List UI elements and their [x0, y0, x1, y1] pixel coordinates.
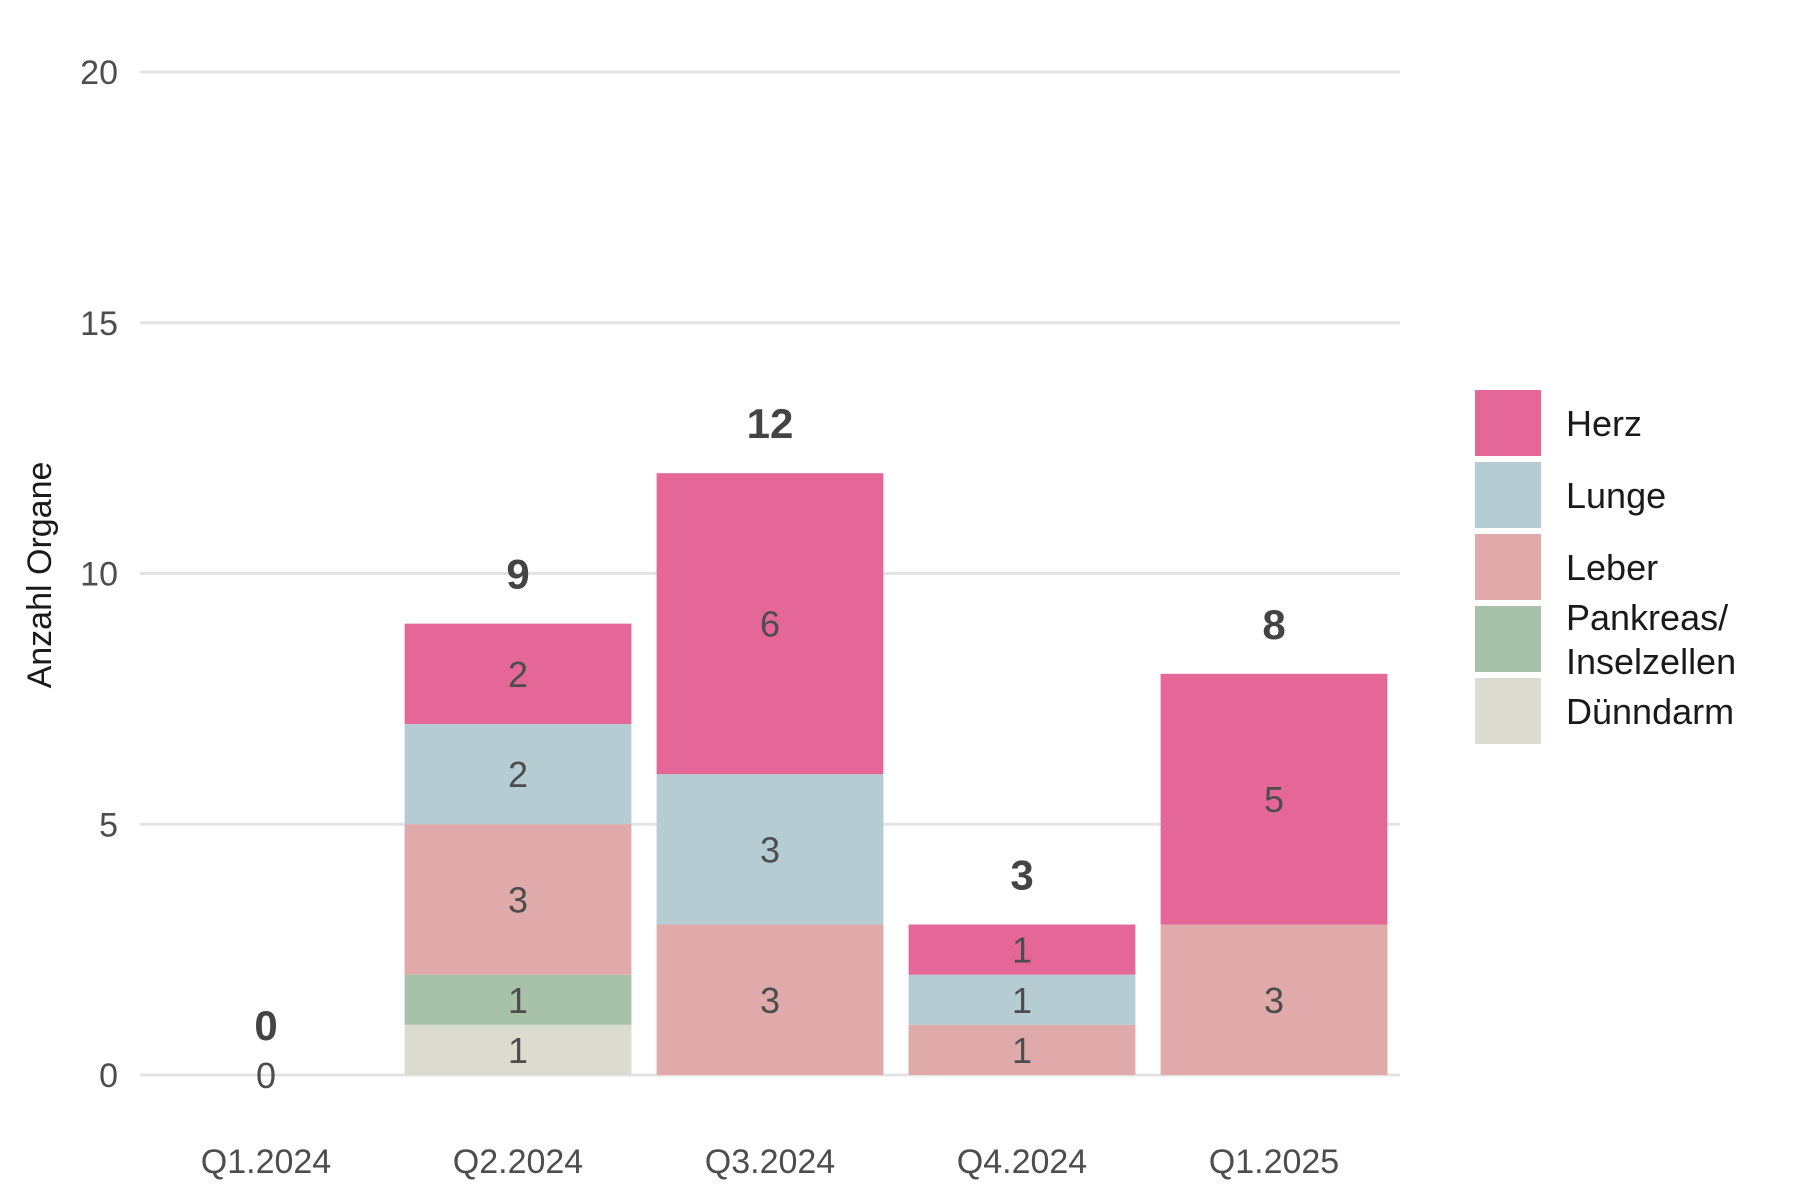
y-tick-label: 20: [80, 54, 118, 92]
y-tick-label: 0: [99, 1057, 118, 1095]
bar-segment-leber: [404, 824, 632, 975]
segment-value-label: 3: [760, 829, 780, 870]
bar-segment-lunge: [404, 723, 632, 825]
legend-label: Herz: [1566, 403, 1642, 444]
bar-total-label: 3: [1010, 852, 1033, 899]
legend-item: Leber: [1475, 534, 1658, 600]
legend-item: Pankreas/Inselzellen: [1475, 597, 1736, 682]
legend-item: Herz: [1475, 390, 1642, 456]
y-tick-label: 15: [80, 305, 118, 343]
segment-value-label: 1: [508, 1030, 528, 1071]
bar-segment-herz: [1160, 673, 1388, 925]
x-tick-label: Q1.2025: [1209, 1143, 1339, 1181]
bar-segment-pankreas-inselzellen: [404, 974, 632, 1025]
y-axis-title: Anzahl Organe: [21, 462, 59, 689]
segment-value-label: 1: [508, 980, 528, 1021]
bar-segment-lunge: [656, 774, 884, 925]
x-tick-label: Q4.2024: [957, 1143, 1087, 1181]
y-tick-label: 5: [99, 806, 118, 844]
legend-label: Pankreas/Inselzellen: [1566, 597, 1736, 682]
bars: [404, 473, 1388, 1075]
y-axis-ticks: 0 5 10 15 20: [80, 54, 118, 1095]
segment-value-label: 5: [1264, 779, 1284, 820]
legend-swatch: [1475, 462, 1541, 528]
bar-segment-leber: [1160, 924, 1388, 1075]
bar-total-label: 9: [506, 551, 529, 598]
segment-value-label: 1: [1012, 980, 1032, 1021]
segment-value-label: 3: [508, 879, 528, 920]
bar-total-label: 12: [747, 400, 794, 447]
segment-value-label: 0: [256, 1055, 276, 1096]
legend: Herz Lunge Leber Pankreas/Inselzellen Dünnda…: [1475, 390, 1736, 744]
legend-label: Dünndarm: [1566, 691, 1734, 732]
bar-segment-leber: [908, 1024, 1136, 1075]
y-tick-label: 10: [80, 556, 118, 594]
legend-item: Dünndarm: [1475, 678, 1734, 744]
bar-total-label: 0: [254, 1002, 277, 1049]
segment-value-label: 3: [1264, 980, 1284, 1021]
bar-segment-herz: [908, 924, 1136, 975]
x-tick-label: Q1.2024: [201, 1143, 331, 1181]
legend-label: Leber: [1566, 547, 1658, 588]
segment-value-label: 1: [1012, 1030, 1032, 1071]
legend-label: Lunge: [1566, 475, 1666, 516]
bar-segment-herz: [404, 623, 632, 724]
legend-swatch: [1475, 678, 1541, 744]
x-axis-ticks: Q1.2024 Q2.2024 Q3.2024 Q4.2024 Q1.2025: [201, 1143, 1339, 1181]
segment-value-label: 6: [760, 604, 780, 645]
bar-segment-lunge: [908, 974, 1136, 1025]
x-tick-label: Q2.2024: [453, 1143, 583, 1181]
legend-item: Lunge: [1475, 462, 1666, 528]
x-tick-label: Q3.2024: [705, 1143, 835, 1181]
data-labels: 0 0 1 1 3 2 2 9 3 3 6 12 1 1 1 3 3 5 8: [254, 400, 1285, 1096]
bar-segment-dünndarm: [404, 1024, 632, 1075]
legend-swatch: [1475, 606, 1541, 672]
segment-value-label: 2: [508, 754, 528, 795]
segment-value-label: 2: [508, 654, 528, 695]
legend-swatch: [1475, 534, 1541, 600]
legend-swatch: [1475, 390, 1541, 456]
segment-value-label: 3: [760, 980, 780, 1021]
segment-value-label: 1: [1012, 930, 1032, 971]
bar-segment-herz: [656, 473, 884, 775]
bar-total-label: 8: [1262, 601, 1285, 648]
bar-segment-leber: [656, 924, 884, 1075]
